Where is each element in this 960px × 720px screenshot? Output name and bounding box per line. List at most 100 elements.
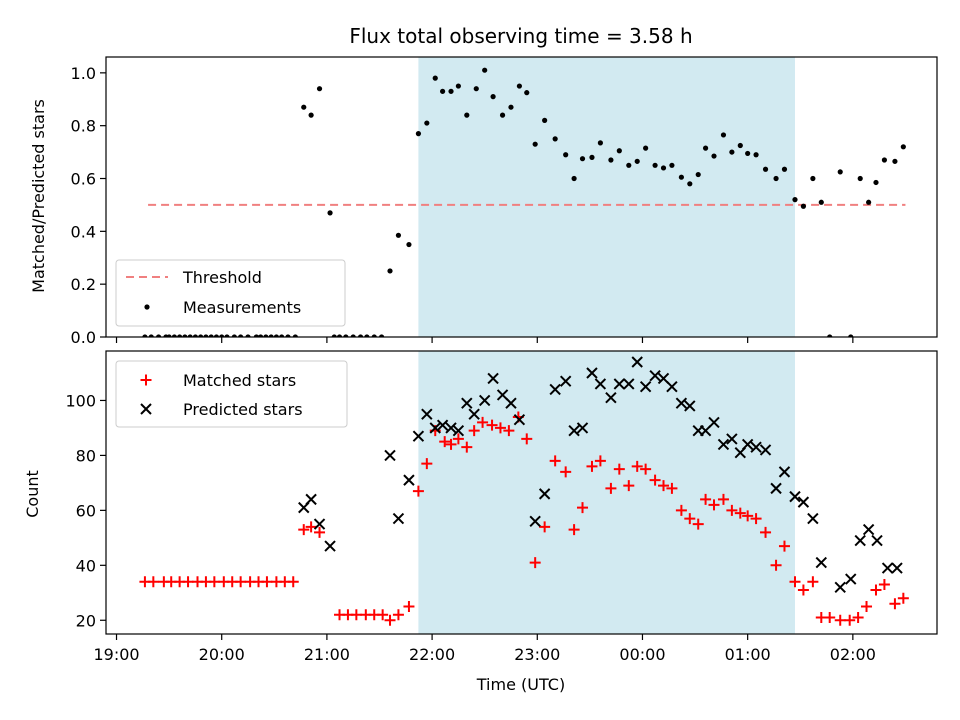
predicted-star-point-57 xyxy=(871,534,883,547)
predicted-star-point-25 xyxy=(576,422,589,434)
predicted-star-point-18 xyxy=(505,397,517,409)
matched-star-point-84 xyxy=(889,598,901,610)
matched-star-point-45 xyxy=(539,521,551,533)
x-axis-label: Time (UTC) xyxy=(476,675,565,694)
legend-measurements-label: Measurements xyxy=(183,298,301,317)
x-tick-label: 00:00 xyxy=(619,645,665,664)
observing-window-span xyxy=(418,57,795,337)
predicted-star-point-50 xyxy=(797,496,810,508)
measurement-point-58 xyxy=(552,136,558,142)
matched-star-point-35 xyxy=(452,433,464,445)
matched-star-point-40 xyxy=(494,422,506,434)
measurement-point-36 xyxy=(364,334,370,337)
measurement-point-0 xyxy=(142,334,148,337)
matched-star-point-64 xyxy=(708,499,720,511)
predicted-star-point-20 xyxy=(529,515,541,528)
matched-star-point-60 xyxy=(675,504,687,516)
measurement-point-77 xyxy=(720,132,727,138)
measurement-point-35 xyxy=(357,334,364,337)
matched-star-point-28 xyxy=(392,609,404,621)
matched-star-point-50 xyxy=(586,460,598,472)
measurement-point-86 xyxy=(800,203,807,209)
measurement-point-11 xyxy=(203,334,209,337)
x-tick-label: 20:00 xyxy=(199,645,245,664)
y-tick-label: 20 xyxy=(76,611,96,630)
matched-star-point-58 xyxy=(658,480,670,492)
predicted-star-point-33 xyxy=(649,370,661,382)
measurement-point-41 xyxy=(406,241,412,248)
matched-star-point-63 xyxy=(700,493,712,505)
matched-star-point-85 xyxy=(897,592,909,604)
predicted-star-point-31 xyxy=(631,356,643,368)
y-tick-label: 0.8 xyxy=(71,117,96,136)
measurement-point-70 xyxy=(660,165,667,171)
measurement-point-87 xyxy=(810,175,816,182)
measurement-point-93 xyxy=(866,199,872,205)
y-tick-label: 0.4 xyxy=(71,222,96,241)
y-tick-label: 1.0 xyxy=(71,64,96,83)
matched-star-point-51 xyxy=(594,455,606,467)
measurement-point-80 xyxy=(745,150,751,157)
matched-star-point-73 xyxy=(789,576,801,588)
matched-star-point-5 xyxy=(182,576,194,588)
measurement-point-38 xyxy=(378,334,385,337)
measurement-point-91 xyxy=(848,334,854,337)
measurement-point-63 xyxy=(597,140,603,146)
matched-star-point-71 xyxy=(770,559,782,571)
measurement-point-37 xyxy=(371,334,377,337)
predicted-star-point-44 xyxy=(741,438,754,451)
measurement-point-2 xyxy=(155,334,162,337)
predicted-star-point-40 xyxy=(708,416,720,429)
matched-star-point-18 xyxy=(298,524,310,536)
measurement-point-1 xyxy=(148,334,154,337)
matched-star-point-29 xyxy=(403,601,415,613)
predicted-star-point-55 xyxy=(854,534,866,547)
predicted-star-point-53 xyxy=(834,581,846,593)
predicted-star-point-51 xyxy=(807,512,819,525)
measurement-point-73 xyxy=(687,181,693,187)
matched-star-point-49 xyxy=(577,502,589,514)
measurement-point-4 xyxy=(166,334,172,337)
measurement-point-55 xyxy=(524,90,530,96)
measurement-point-47 xyxy=(455,83,461,89)
measurement-point-79 xyxy=(737,142,743,149)
measurement-point-33 xyxy=(343,334,349,337)
measurement-point-5 xyxy=(171,334,177,337)
predicted-star-point-30 xyxy=(623,378,635,390)
predicted-star-point-59 xyxy=(891,562,903,574)
y-tick-label: 0.2 xyxy=(71,275,96,294)
measurement-point-51 xyxy=(490,94,496,100)
predicted-star-point-58 xyxy=(881,562,894,574)
measurement-point-78 xyxy=(729,149,735,155)
matched-star-point-53 xyxy=(613,463,625,475)
data-points xyxy=(142,67,906,337)
measurement-point-57 xyxy=(542,117,548,123)
matched-star-point-54 xyxy=(623,480,635,492)
predicted-star-point-6 xyxy=(403,474,415,486)
matched-star-point-1 xyxy=(147,576,159,588)
measurement-point-85 xyxy=(792,197,798,203)
predicted-star-point-47 xyxy=(770,482,782,495)
matched-star-point-33 xyxy=(439,436,451,448)
predicted-star-point-41 xyxy=(717,438,730,451)
legend-predicted-label: Predicted stars xyxy=(183,400,303,419)
measurement-point-56 xyxy=(532,141,538,147)
bottom-y-axis-label: Count xyxy=(23,470,42,518)
matched-star-point-46 xyxy=(549,455,561,467)
matched-star-point-69 xyxy=(750,513,762,525)
predicted-star-point-11 xyxy=(445,422,457,434)
predicted-star-point-15 xyxy=(478,394,491,407)
y-tick-label: 80 xyxy=(76,446,96,465)
measurement-point-9 xyxy=(192,334,199,337)
predicted-star-point-9 xyxy=(429,422,441,434)
predicted-star-point-35 xyxy=(666,381,678,393)
measurement-point-22 xyxy=(268,334,274,337)
predicted-star-point-10 xyxy=(436,419,449,431)
measurement-point-69 xyxy=(652,162,658,168)
matched-star-point-34 xyxy=(445,438,457,450)
predicted-star-point-7 xyxy=(412,430,425,442)
measurement-point-42 xyxy=(415,131,422,137)
measurement-point-29 xyxy=(316,86,323,92)
predicted-star-point-27 xyxy=(594,378,607,390)
panel-frame xyxy=(105,56,938,338)
